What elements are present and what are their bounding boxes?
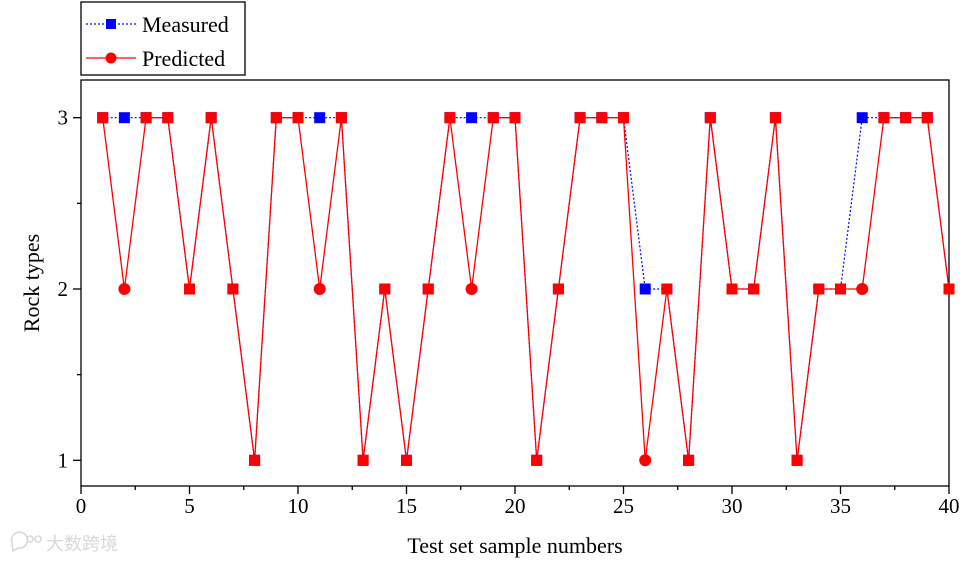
predicted-point xyxy=(748,283,760,295)
y-tick-label: 1 xyxy=(58,448,69,472)
predicted-point xyxy=(162,112,174,124)
predicted-point xyxy=(227,283,239,295)
predicted-point xyxy=(943,283,955,295)
predicted-point xyxy=(313,282,326,295)
x-tick-label: 40 xyxy=(939,494,960,518)
legend-predicted-marker xyxy=(105,52,117,64)
series-layer xyxy=(97,112,955,467)
predicted-series-line xyxy=(102,117,950,461)
predicted-point xyxy=(900,112,912,124)
x-tick-label: 35 xyxy=(830,494,851,518)
predicted-point xyxy=(856,282,869,295)
predicted-point xyxy=(249,454,261,466)
watermark: 大数跨境 xyxy=(10,531,118,555)
x-tick-label: 15 xyxy=(396,494,417,518)
predicted-point xyxy=(270,112,282,124)
predicted-point xyxy=(769,112,781,124)
plot-area xyxy=(80,79,950,487)
y-tick-label: 3 xyxy=(58,106,69,130)
predicted-point xyxy=(357,454,369,466)
legend: Measured Predicted xyxy=(80,1,246,76)
measured-point xyxy=(639,283,651,295)
predicted-point xyxy=(487,112,499,124)
x-axis-title: Test set sample numbers xyxy=(407,533,622,558)
predicted-point xyxy=(574,112,586,124)
predicted-point xyxy=(184,283,195,295)
predicted-point xyxy=(618,112,629,124)
predicted-point xyxy=(292,112,304,124)
predicted-point xyxy=(813,283,825,295)
predicted-point xyxy=(205,112,217,124)
predicted-point xyxy=(661,283,673,295)
predicted-point xyxy=(422,283,434,295)
x-tick-label: 5 xyxy=(184,494,195,518)
measured-point xyxy=(314,112,326,124)
watermark-text: 大数跨境 xyxy=(46,534,118,555)
measured-point xyxy=(466,112,478,124)
predicted-point xyxy=(379,283,391,295)
measured-point xyxy=(856,112,868,124)
predicted-point xyxy=(531,454,543,466)
x-tick-label: 10 xyxy=(288,494,309,518)
predicted-point xyxy=(118,282,131,295)
predicted-point xyxy=(596,112,608,124)
legend-box xyxy=(80,1,246,76)
predicted-point xyxy=(97,112,109,124)
x-tick-label: 25 xyxy=(613,494,634,518)
predicted-point xyxy=(401,454,412,466)
predicted-point xyxy=(704,112,716,124)
predicted-point xyxy=(140,112,152,124)
predicted-point xyxy=(791,454,803,466)
y-tick-label: 2 xyxy=(58,277,69,301)
x-tick-label: 0 xyxy=(76,494,87,518)
predicted-point xyxy=(878,112,890,124)
y-axis: 1 2 3 xyxy=(58,106,81,472)
measured-point xyxy=(118,112,130,124)
predicted-point xyxy=(509,112,521,124)
y-axis-title: Rock types xyxy=(19,234,44,332)
legend-measured-marker xyxy=(106,19,116,29)
predicted-point xyxy=(444,112,456,124)
predicted-point xyxy=(921,112,933,124)
x-tick-label: 20 xyxy=(505,494,526,518)
predicted-point xyxy=(639,454,652,467)
predicted-point xyxy=(465,282,478,295)
legend-measured-label: Measured xyxy=(142,12,229,37)
predicted-point xyxy=(726,283,738,295)
predicted-point xyxy=(335,112,347,124)
legend-predicted-label: Predicted xyxy=(142,46,225,71)
predicted-point xyxy=(552,283,564,295)
predicted-point xyxy=(683,454,695,466)
x-axis: 0 5 10 15 20 25 30 35 40 xyxy=(76,486,960,518)
speech-bubble-logo-icon xyxy=(10,531,42,553)
predicted-point xyxy=(835,283,846,295)
x-tick-label: 30 xyxy=(722,494,743,518)
